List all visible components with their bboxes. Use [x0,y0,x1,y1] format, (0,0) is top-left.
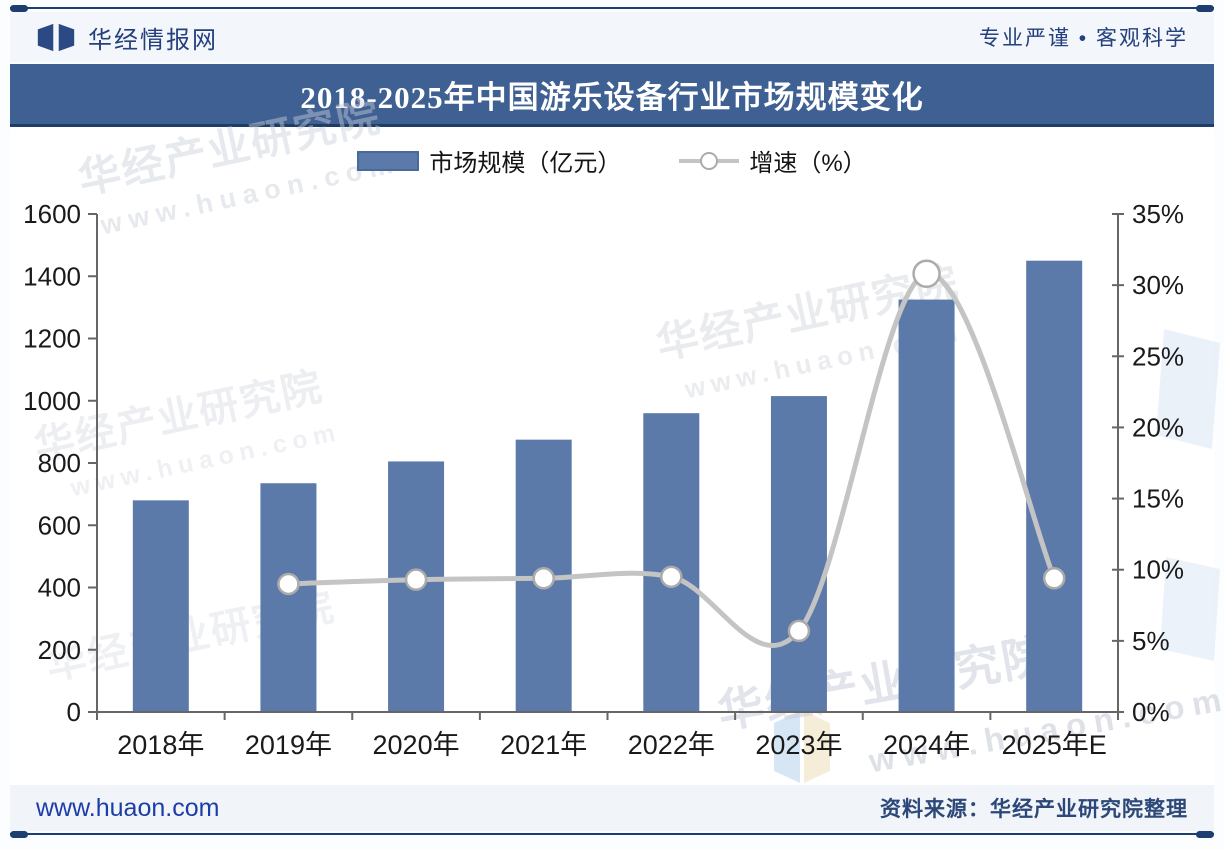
growth-marker [532,567,555,590]
brand: 华经情报网 [36,20,218,55]
x-axis-label: 2018年 [117,730,204,760]
bar [898,299,955,712]
website-link: www.huaon.com [36,793,220,822]
right-axis-label: 20% [1132,412,1184,442]
x-axis-label: 2025年E [1002,730,1107,760]
left-axis-label: 1200 [23,324,81,354]
growth-marker [787,619,811,643]
header-tagline: 专业严谨 • 客观科学 [978,27,1188,50]
bar [260,483,317,712]
top-accent-cap-left [10,4,28,12]
legend-item-market-size: 市场规模（亿元） [357,143,621,178]
right-axis-label: 25% [1132,341,1184,371]
bar [1026,260,1083,712]
growth-marker [912,259,941,289]
right-axis-label: 5% [1132,626,1170,656]
left-axis-label: 400 [38,573,81,603]
huajing-logo-icon [37,23,75,51]
legend-item-growth: 增速（%） [679,143,867,178]
left-axis-label: 600 [38,510,81,540]
top-accent-line [10,4,1214,12]
right-axis-label: 0% [1132,697,1170,727]
growth-marker [1042,567,1066,590]
x-axis-label: 2022年 [628,730,715,760]
footer: www.huaon.com 资料来源：华经产业研究院整理 [10,785,1214,831]
bar [770,396,827,712]
left-axis-label: 1000 [23,386,81,416]
line-series-swatch [679,151,740,171]
x-axis-label: 2024年 [883,730,970,760]
brand-name: 华经情报网 [88,26,218,54]
bottom-accent-line [10,830,1214,838]
bottom-accent-cap-left [10,830,28,838]
header: 华经情报网 专业严谨 • 客观科学 [10,12,1214,62]
x-axis-label: 2021年 [500,730,587,760]
bottom-accent-cap-right [1196,830,1214,838]
page-title: 2018-2025年中国游乐设备行业市场规模变化 [300,79,924,115]
x-axis-label: 2023年 [755,730,842,760]
legend-label: 市场规模（亿元） [429,150,622,177]
left-axis-label: 200 [38,635,81,665]
growth-marker [277,572,300,596]
growth-marker [660,565,683,589]
chart-legend: 市场规模（亿元） 增速（%） [10,143,1214,178]
title-bar: 2018-2025年中国游乐设备行业市场规模变化 [10,64,1214,127]
right-axis-label: 30% [1132,270,1184,300]
right-axis-label: 15% [1132,484,1184,514]
bar-series-swatch [357,150,420,171]
x-axis-label: 2019年 [245,730,332,760]
chart-panel: 华经产业研究院 www.huaon.com 华经产业研究院 www.huaon.com… [10,93,1224,785]
right-axis-label: 10% [1132,555,1184,585]
combo-chart: 0 200 400 600 800 1000 1200 1400 1600 0% 5% 10% 15% 2… [23,199,1184,760]
bar [132,500,189,712]
right-axis-label: 35% [1132,199,1184,229]
legend-label: 增速（%） [749,150,867,177]
top-accent-cap-right [1196,4,1214,12]
x-axis-label: 2020年 [373,730,460,760]
left-axis-label: 800 [38,448,81,478]
bar [643,413,700,712]
left-axis-label: 0 [67,697,81,727]
left-axis-label: 1600 [23,199,81,229]
growth-line [285,271,1057,648]
data-source-note: 资料来源：华经产业研究院整理 [880,798,1188,821]
growth-marker [404,568,428,591]
left-axis-label: 1400 [23,261,81,291]
